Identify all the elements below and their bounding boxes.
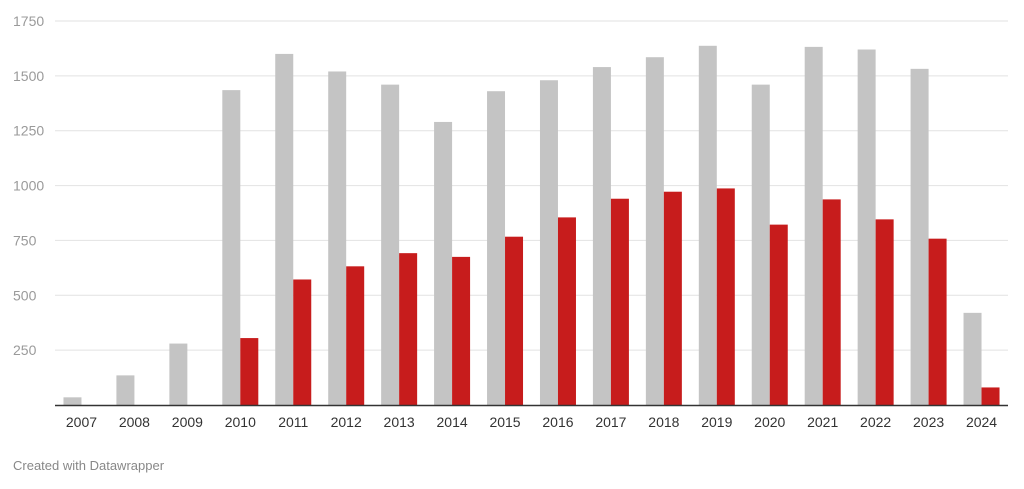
x-tick-label: 2024 [966, 414, 997, 430]
bar-red [610, 198, 629, 405]
x-tick-label: 2021 [807, 414, 838, 430]
x-tick-label: 2016 [542, 414, 573, 430]
bar-red [928, 238, 947, 405]
bar-grey [63, 397, 82, 405]
credit-text: Created with Datawrapper [13, 458, 165, 473]
y-tick-label: 1000 [13, 178, 44, 194]
bar-grey [645, 57, 664, 405]
bar-red [399, 253, 418, 405]
bar-red [452, 256, 471, 405]
x-tick-label: 2013 [384, 414, 415, 430]
x-tick-label: 2008 [119, 414, 150, 430]
y-tick-label: 1250 [13, 123, 44, 139]
bar-grey [698, 45, 717, 405]
bar-red [716, 188, 735, 405]
bar-red [240, 338, 259, 405]
y-tick-label: 1750 [13, 13, 44, 29]
bar-red [981, 387, 1000, 405]
bar-red [875, 219, 894, 405]
bar-grey [539, 80, 558, 405]
bar-grey [910, 68, 929, 406]
bar-red [822, 199, 841, 405]
bar-grey [751, 84, 770, 406]
bar-red [557, 217, 576, 405]
y-tick-label: 1500 [13, 68, 44, 84]
x-tick-label: 2019 [701, 414, 732, 430]
y-tick-label: 500 [13, 287, 37, 303]
x-tick-label: 2011 [278, 414, 308, 430]
x-tick-label: 2022 [860, 414, 891, 430]
bar-grey [328, 71, 347, 406]
bar-red [293, 279, 312, 405]
x-tick-label: 2007 [66, 414, 97, 430]
bar-red [663, 191, 682, 405]
x-tick-label: 2020 [754, 414, 785, 430]
x-tick-label: 2023 [913, 414, 944, 430]
bar-red [505, 236, 524, 405]
bar-grey [592, 67, 611, 405]
x-tick-label: 2015 [489, 414, 520, 430]
x-tick-label: 2012 [331, 414, 362, 430]
y-tick-label: 250 [13, 342, 37, 358]
bar-grey [116, 375, 135, 405]
bar-grey [857, 49, 876, 405]
bar-grey [222, 90, 241, 406]
bar-grey [169, 343, 188, 405]
y-tick-label: 750 [13, 232, 37, 248]
x-tick-label: 2018 [648, 414, 679, 430]
bar-chart: 250 500 750 1000 1250 1500 1750 2007 2008 2009 201… [13, 13, 1008, 430]
bar-red [346, 266, 365, 405]
bar-grey [434, 121, 453, 406]
bar-red [769, 224, 788, 405]
bar-grey [381, 84, 400, 406]
bar-grey [275, 53, 294, 406]
x-tick-label: 2009 [172, 414, 203, 430]
bar-grey [963, 312, 982, 405]
x-tick-label: 2010 [225, 414, 256, 430]
bar-grey [804, 46, 823, 405]
x-tick-label: 2014 [437, 414, 468, 430]
x-tick-label: 2017 [595, 414, 626, 430]
bar-grey [487, 91, 506, 406]
